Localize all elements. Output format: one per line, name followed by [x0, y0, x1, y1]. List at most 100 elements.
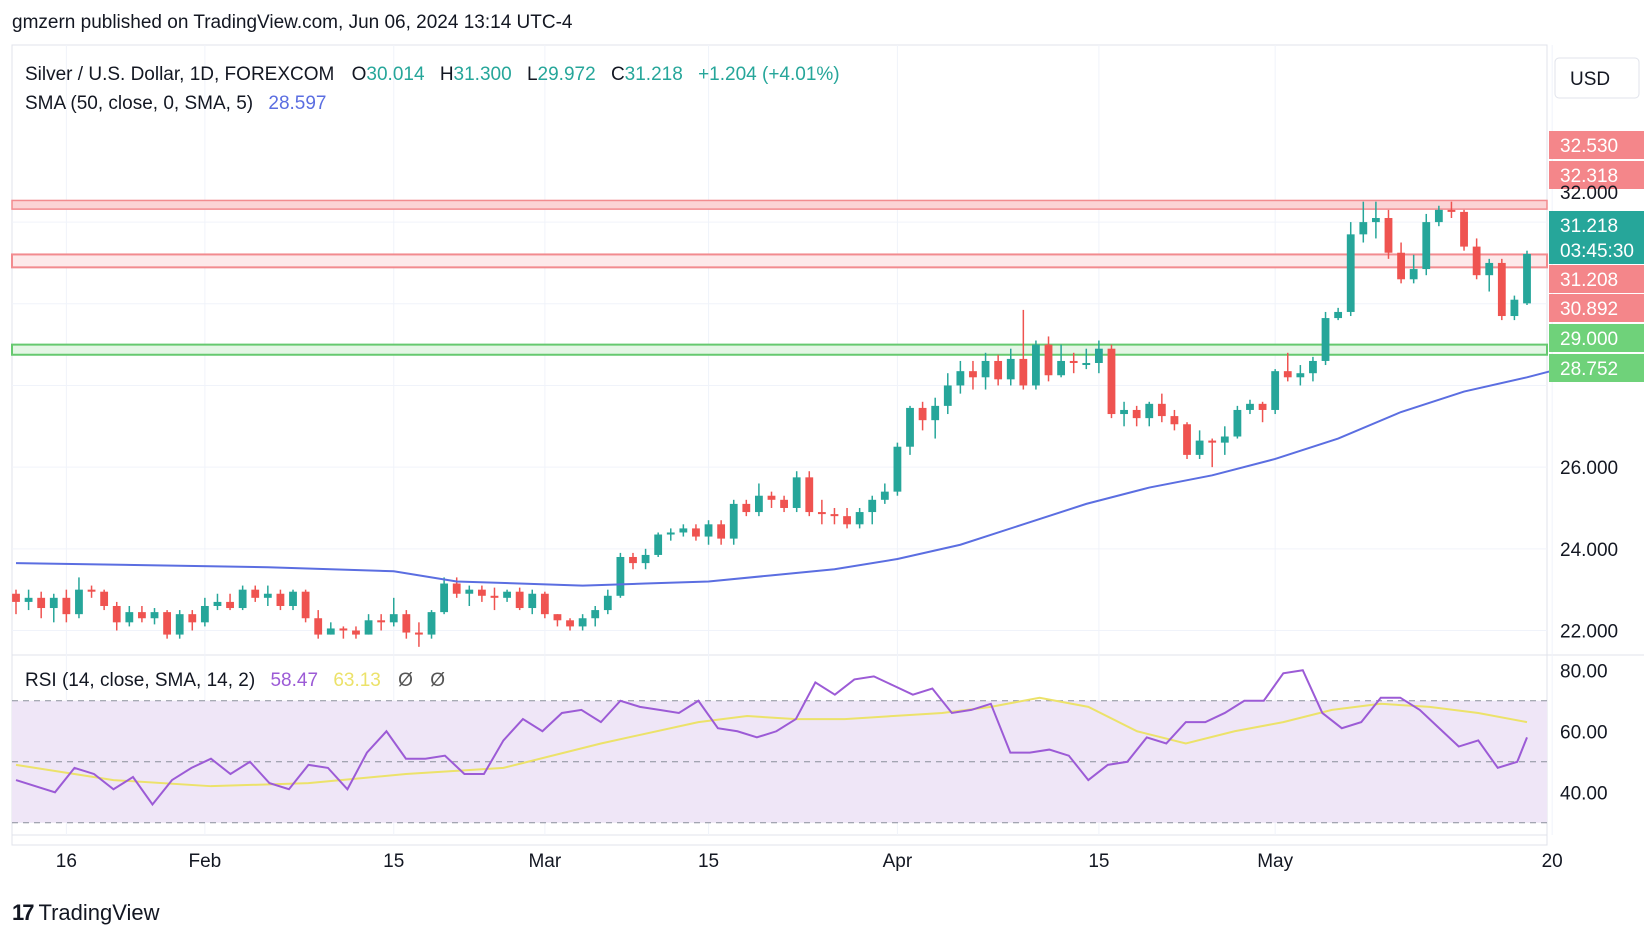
- candle-body: [100, 591, 109, 606]
- candle: [1233, 405, 1242, 439]
- candle: [880, 483, 889, 504]
- low-value: 29.972: [538, 64, 596, 85]
- candle-body: [717, 524, 726, 539]
- candle-body: [352, 630, 360, 635]
- candle-body: [578, 618, 587, 627]
- candle: [200, 597, 209, 627]
- candle-body: [729, 503, 738, 539]
- price-tag-label: 30.892: [1560, 299, 1618, 320]
- candle-body: [477, 589, 486, 596]
- rsi-band: [12, 700, 1547, 823]
- candle: [1334, 307, 1343, 321]
- candle: [1472, 238, 1481, 280]
- candle-body: [1523, 253, 1531, 304]
- candle: [1510, 295, 1519, 321]
- candle: [339, 626, 348, 639]
- candle: [918, 401, 927, 431]
- price-tag-label: 32.000: [1560, 183, 1618, 204]
- candle: [490, 587, 499, 611]
- time-label: Mar: [528, 851, 561, 872]
- candle-body: [855, 512, 864, 525]
- candle: [377, 614, 386, 631]
- candle-body: [49, 597, 58, 609]
- candle-body: [780, 499, 788, 508]
- candle-body: [1384, 218, 1393, 253]
- candle-body: [1334, 311, 1343, 319]
- rsi-tick: 60.00: [1560, 722, 1608, 743]
- candle-body: [37, 597, 46, 609]
- candle-body: [1309, 360, 1317, 374]
- candle: [276, 589, 285, 611]
- candle: [226, 593, 234, 611]
- price-tick: 22.000: [1560, 621, 1618, 642]
- candle-body: [553, 614, 562, 621]
- candle: [62, 589, 71, 623]
- candle: [1183, 422, 1191, 459]
- candle: [1044, 336, 1053, 382]
- currency-button[interactable]: [1554, 57, 1640, 99]
- rsi-tick: 80.00: [1560, 661, 1608, 682]
- price-tag: 32.000: [1560, 183, 1618, 204]
- candle-body: [1019, 358, 1028, 386]
- candle: [1107, 344, 1116, 419]
- candle: [125, 605, 134, 627]
- price-tag: 29.000: [1549, 324, 1644, 352]
- axis-layer: 22.000 24.000 26.000 40.00 60.00 80.00 16 Feb 15…: [56, 131, 1644, 872]
- price-tag-label: 28.752: [1560, 359, 1618, 380]
- candle: [717, 520, 726, 545]
- currency-label: USD: [1570, 69, 1610, 90]
- candle: [704, 520, 713, 545]
- candle-body: [213, 601, 222, 606]
- candle: [1246, 399, 1254, 415]
- candle: [1321, 311, 1330, 366]
- price-tag-label: 03:45:30: [1560, 241, 1634, 262]
- candle: [603, 589, 612, 615]
- published-header: gmzern published on TradingView.com, Jun…: [12, 12, 573, 33]
- candle-body: [238, 589, 247, 609]
- resistance-zone-upper: [11, 199, 1548, 210]
- candle: [868, 495, 877, 525]
- candle: [515, 587, 524, 611]
- change-value: +1.204 (+4.01%): [698, 64, 840, 85]
- trading-chart[interactable]: 22.000 24.000 26.000 40.00 60.00 80.00 16 Feb 15…: [0, 0, 1644, 890]
- candle: [1283, 352, 1292, 382]
- candle: [163, 610, 172, 639]
- price-tag-label: 31.208: [1560, 270, 1618, 291]
- rsi-extra-1: Ø: [398, 670, 413, 691]
- candle-body: [1132, 409, 1141, 419]
- candle-body: [503, 591, 511, 598]
- candle-body: [415, 632, 423, 635]
- candle-body: [1422, 222, 1431, 270]
- candle-body: [402, 614, 411, 633]
- candle: [843, 507, 851, 529]
- candle: [1497, 258, 1506, 321]
- candle: [440, 577, 449, 615]
- candle-body: [125, 612, 134, 623]
- candle: [755, 483, 763, 517]
- candle: [1195, 430, 1204, 459]
- candle-body: [150, 612, 159, 619]
- candle-body: [843, 516, 851, 525]
- candle-body: [830, 514, 839, 517]
- candle-body: [427, 612, 436, 635]
- candle-body: [1157, 403, 1166, 417]
- candle: [1006, 348, 1015, 386]
- candle: [314, 610, 323, 639]
- candle-body: [603, 595, 612, 611]
- candle-body: [12, 593, 20, 602]
- price-tag-bg: [1549, 324, 1644, 352]
- candle: [1208, 438, 1217, 468]
- price-tag-label: 32.530: [1560, 136, 1618, 157]
- candle-body: [1258, 403, 1267, 410]
- price-tag-bg: [1549, 161, 1644, 189]
- candle-body: [654, 534, 663, 555]
- price-tag-label: 31.218: [1560, 216, 1618, 237]
- tradingview-footer[interactable]: 17 TradingView: [12, 900, 160, 926]
- price-tick: 24.000: [1560, 540, 1618, 561]
- price-tag: 31.208: [1549, 265, 1644, 293]
- candle: [12, 589, 20, 615]
- candle: [37, 591, 46, 619]
- candle-body: [389, 614, 398, 623]
- candle-body: [1057, 360, 1066, 376]
- tradingview-logo-text: TradingView: [38, 900, 160, 925]
